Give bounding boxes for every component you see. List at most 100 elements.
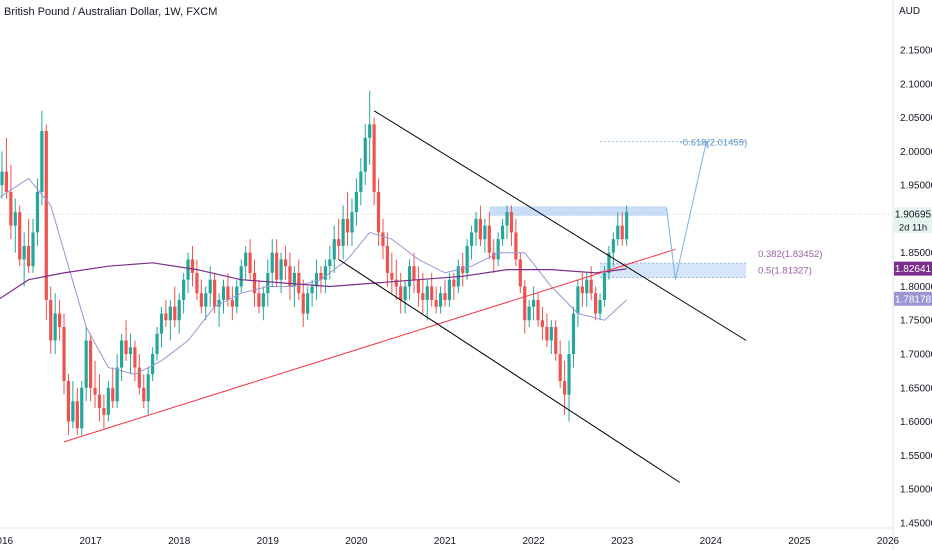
candle-body xyxy=(80,387,84,429)
candle-body xyxy=(66,381,71,422)
candle-body xyxy=(483,225,487,240)
candle-body xyxy=(53,313,57,341)
last-price-tag: 1.90695 xyxy=(895,210,932,221)
candle-body xyxy=(226,286,230,300)
candle-body xyxy=(168,306,172,321)
candle-body xyxy=(159,313,164,334)
candle-body xyxy=(213,279,217,307)
candle-body xyxy=(345,218,350,233)
ma-slow-tag: 1.82641 xyxy=(895,264,932,275)
candle-body xyxy=(31,232,35,267)
candle-body xyxy=(40,131,44,192)
channel-lower-line xyxy=(338,259,681,483)
x-tick-label: 2017 xyxy=(79,536,102,547)
candle-body xyxy=(452,279,456,287)
candle-body xyxy=(310,286,314,294)
candle-body xyxy=(412,266,416,280)
fib-label-0382: 0.382(1.83452) xyxy=(758,249,822,260)
x-tick-label: 2019 xyxy=(257,536,280,547)
candle-body xyxy=(523,286,527,321)
candle-body xyxy=(558,354,562,382)
candle-body xyxy=(505,212,509,226)
candle-body xyxy=(137,367,141,388)
ma-slow-tag-bg xyxy=(894,261,932,276)
candle-body xyxy=(239,266,243,287)
candle-body xyxy=(62,326,66,382)
candle-body xyxy=(540,320,545,327)
candle-body xyxy=(182,279,186,300)
y-tick-label: 1.60000 xyxy=(900,417,932,428)
candle-body xyxy=(443,293,447,300)
candle-body xyxy=(297,272,301,294)
y-tick-label: 1.85000 xyxy=(900,248,932,259)
candle-body xyxy=(474,218,478,233)
candle-body xyxy=(536,299,540,321)
ma-fast-tag-bg xyxy=(894,291,932,306)
candle-body xyxy=(438,293,443,307)
candle-body xyxy=(368,124,372,138)
candle-body xyxy=(314,272,319,287)
candle-body xyxy=(142,387,146,402)
countdown-bg xyxy=(894,221,932,234)
candle-body xyxy=(84,340,88,388)
candle-body xyxy=(372,124,376,192)
candle-body xyxy=(500,225,505,240)
y-tick-label: 1.75000 xyxy=(900,316,932,327)
x-tick-label: 2022 xyxy=(522,536,545,547)
candle-body xyxy=(425,286,429,300)
candle-body xyxy=(221,286,226,300)
x-tick-label: 2020 xyxy=(345,536,368,547)
candle-body xyxy=(385,245,390,273)
candle-body xyxy=(354,191,358,213)
candle-body xyxy=(602,272,607,300)
candle-body xyxy=(492,252,496,260)
candle-body xyxy=(155,333,159,355)
candle-body xyxy=(97,394,102,409)
candle-body xyxy=(204,293,208,307)
candle-body xyxy=(133,347,137,368)
x-tick-label: 2024 xyxy=(700,536,723,547)
candle-body xyxy=(567,354,571,395)
candle-body xyxy=(151,354,155,375)
candle-body xyxy=(407,266,412,287)
chart-title: British Pound / Australian Dollar, 1W, F… xyxy=(4,6,218,18)
candle-body xyxy=(244,252,248,267)
candle-body xyxy=(571,313,576,355)
candle-body xyxy=(270,252,274,273)
candle-body xyxy=(57,313,62,327)
y-tick-label: 2.00000 xyxy=(900,147,932,158)
candle-body xyxy=(563,381,567,395)
candle-body xyxy=(115,367,119,402)
candle-body xyxy=(532,299,536,307)
candle-body xyxy=(283,259,288,267)
candle-body xyxy=(164,313,168,321)
candle-body xyxy=(301,293,305,314)
candle-body xyxy=(275,252,279,280)
y-tick-label: 1.70000 xyxy=(900,350,932,361)
candle-body xyxy=(620,225,624,240)
candle-body xyxy=(177,299,181,321)
candle-body xyxy=(0,171,4,186)
candle-body xyxy=(381,232,385,246)
candle-body xyxy=(235,286,239,307)
candle-body xyxy=(554,326,558,355)
ma-slow-line xyxy=(0,262,627,300)
candle-body xyxy=(292,272,296,287)
candle-body xyxy=(261,293,265,307)
last-price-tag-bg xyxy=(894,207,932,222)
projection-path xyxy=(666,141,707,280)
y-tick-label: 1.95000 xyxy=(900,181,932,192)
candle-body xyxy=(580,286,584,294)
candle-body xyxy=(22,245,26,260)
candle-body xyxy=(416,279,421,294)
candle-body xyxy=(341,218,345,246)
candle-body xyxy=(75,401,79,429)
candle-body xyxy=(337,239,341,246)
candle-body xyxy=(421,293,425,300)
candle-body xyxy=(217,299,221,307)
candle-body xyxy=(9,191,13,226)
x-tick-label: 2021 xyxy=(434,536,457,547)
candle-body xyxy=(93,387,97,395)
